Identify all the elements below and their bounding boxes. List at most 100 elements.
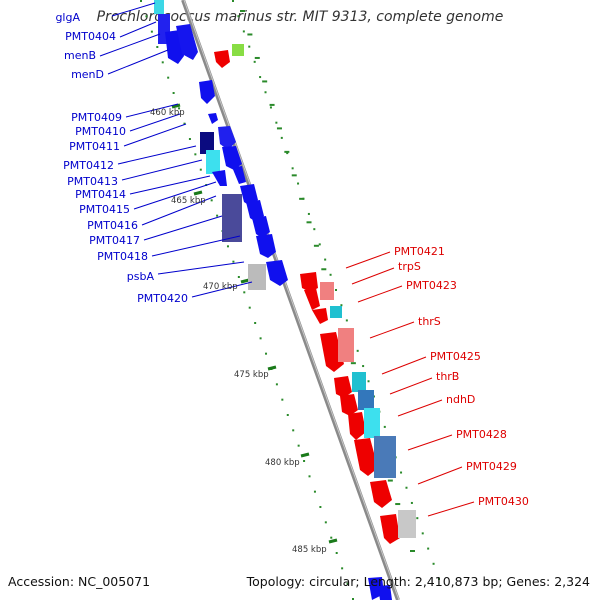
- gene-pmt0415[interactable]: [212, 170, 227, 186]
- gene-pmt0425[interactable]: [334, 376, 352, 398]
- ring-dot: [150, 30, 153, 33]
- forward-genes: [154, 0, 392, 600]
- gene-bottom-b[interactable]: [378, 585, 392, 600]
- ring-dot: [303, 460, 306, 462]
- gene-menD[interactable]: [176, 24, 198, 60]
- reverse-gene-label[interactable]: thrB: [436, 370, 459, 383]
- ring-dot: [248, 306, 251, 309]
- reverse-label-leaders: [345, 251, 475, 517]
- forward-gene-label[interactable]: PMT0416: [87, 219, 138, 232]
- forward-gene-label[interactable]: PMT0417: [89, 234, 140, 247]
- gene-ndhD-b[interactable]: [364, 408, 380, 438]
- gene-pmt0418-a[interactable]: [240, 184, 258, 206]
- ring-dot: [286, 152, 289, 155]
- gene-pmt0421[interactable]: [300, 272, 318, 292]
- gene-pmt0423[interactable]: [304, 288, 320, 310]
- forward-gene-label[interactable]: psbA: [127, 270, 155, 283]
- gene-psbA-a[interactable]: [256, 234, 276, 258]
- gene-thrS-b[interactable]: [338, 328, 354, 362]
- gene-top-green[interactable]: [232, 44, 244, 56]
- gene-pmt0410[interactable]: [208, 113, 218, 124]
- gene-pmt0423-b[interactable]: [330, 306, 342, 318]
- scale-label: 465 kbp: [171, 196, 206, 206]
- forward-leader: [111, 2, 156, 17]
- gene-pmt0429[interactable]: [370, 480, 392, 508]
- reverse-leader: [369, 321, 415, 339]
- reverse-gene-label[interactable]: PMT0423: [406, 279, 457, 292]
- gene-trpS[interactable]: [320, 282, 334, 300]
- forward-gene-label[interactable]: PMT0409: [71, 111, 122, 124]
- ring-dot: [269, 106, 272, 109]
- forward-leader: [99, 33, 161, 57]
- gene-pmt0411[interactable]: [218, 126, 236, 150]
- gene-pmt0418-c[interactable]: [252, 216, 270, 238]
- forward-leader: [107, 49, 169, 75]
- ring-dot: [145, 15, 148, 18]
- ring-dash: [240, 10, 245, 12]
- forward-leader: [141, 195, 217, 226]
- gene-pmt0413[interactable]: [206, 150, 220, 174]
- reverse-gene-label[interactable]: PMT0421: [394, 245, 445, 258]
- gene-psbA-b[interactable]: [266, 260, 288, 286]
- forward-gene-label[interactable]: PMT0414: [75, 188, 126, 201]
- ring-dash: [276, 127, 282, 130]
- forward-gene-label[interactable]: PMT0404: [65, 30, 116, 43]
- ring-dot: [345, 319, 348, 322]
- ring-dot: [427, 547, 430, 550]
- gene-pmt0428-b[interactable]: [374, 436, 396, 478]
- gene-pmt0425-b[interactable]: [352, 372, 366, 392]
- ring-dot: [367, 380, 370, 383]
- gene-thrB-b[interactable]: [358, 390, 374, 410]
- ring-dot: [346, 582, 349, 585]
- forward-gene-label[interactable]: menD: [71, 68, 104, 81]
- gene-pmt0414[interactable]: [222, 146, 242, 170]
- forward-gene-label[interactable]: menB: [64, 49, 96, 62]
- scale-label: 485 kbp: [292, 545, 327, 555]
- gene-pmt0409[interactable]: [199, 80, 215, 104]
- gene-pmt0428[interactable]: [354, 438, 378, 476]
- gene-ndhD[interactable]: [348, 412, 366, 440]
- reverse-gene-label[interactable]: trpS: [398, 260, 421, 273]
- forward-gene-label[interactable]: PMT0413: [67, 175, 118, 188]
- reverse-gene-label[interactable]: PMT0430: [478, 495, 529, 508]
- ring-dot: [275, 383, 278, 386]
- reverse-gene-label[interactable]: PMT0425: [430, 350, 481, 363]
- ring-dot: [432, 562, 435, 565]
- gene-pmt0418-b[interactable]: [246, 200, 264, 222]
- ring-dash: [254, 56, 260, 59]
- reverse-labels: PMT0421 trpS PMT0423 thrS PMT0425 thrB ndhD PMT…: [394, 245, 529, 508]
- reverse-gene-label[interactable]: PMT0429: [466, 460, 517, 473]
- ring-dot: [275, 121, 278, 124]
- reverse-gene-label[interactable]: ndhD: [446, 393, 475, 406]
- forward-leader: [151, 235, 241, 257]
- forward-leader: [121, 159, 203, 181]
- gene-glgA[interactable]: [154, 0, 164, 14]
- gene-pmt0416[interactable]: [232, 166, 246, 184]
- gene-pmt0423-c[interactable]: [312, 308, 328, 324]
- gene-pmt0430-b[interactable]: [398, 510, 416, 538]
- ring-dot: [438, 578, 440, 580]
- gene-pmt0420[interactable]: [248, 264, 266, 290]
- forward-gene-label[interactable]: glgA: [55, 11, 80, 24]
- ring-dot: [297, 182, 300, 185]
- forward-gene-label[interactable]: PMT0412: [63, 159, 114, 172]
- ring-dot: [297, 444, 300, 447]
- forward-gene-label[interactable]: PMT0411: [69, 140, 120, 153]
- reverse-gene-label[interactable]: thrS: [418, 315, 441, 328]
- gene-top-red[interactable]: [214, 50, 230, 68]
- gene-thrB[interactable]: [340, 394, 358, 416]
- gene-pmt0430[interactable]: [380, 514, 400, 544]
- gene-pmt0412[interactable]: [200, 132, 214, 154]
- reverse-gene-label[interactable]: PMT0428: [456, 428, 507, 441]
- forward-gene-label[interactable]: PMT0420: [137, 292, 188, 305]
- gene-pmt0417[interactable]: [222, 194, 242, 242]
- forward-leader: [129, 175, 211, 195]
- forward-gene-label[interactable]: PMT0410: [75, 125, 126, 138]
- forward-gene-label[interactable]: PMT0418: [97, 250, 148, 263]
- forward-gene-label[interactable]: PMT0415: [79, 203, 130, 216]
- scale-tick: [267, 365, 277, 371]
- ring-dot: [216, 214, 219, 217]
- ring-dot: [226, 245, 229, 248]
- ring-dash: [247, 33, 253, 36]
- ring-dot: [167, 76, 170, 79]
